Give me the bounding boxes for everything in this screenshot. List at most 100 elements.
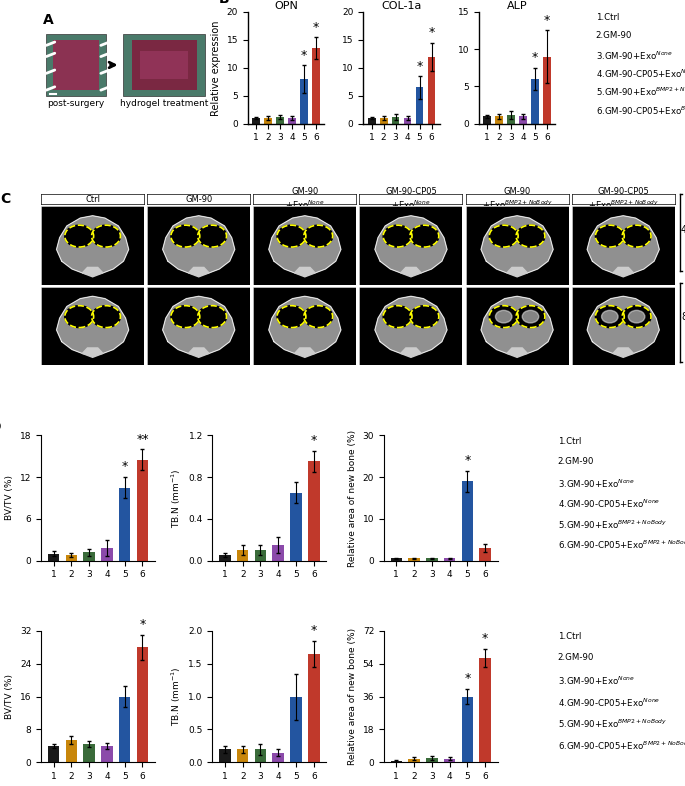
Bar	[507, 115, 515, 123]
Text: B: B	[219, 0, 229, 6]
Bar	[390, 761, 402, 762]
Bar	[48, 746, 60, 762]
Bar	[137, 460, 148, 560]
Text: D: D	[0, 421, 1, 435]
Text: 6.GM-90-CP05+Exo$^{BMP2+NoBody}$: 6.GM-90-CP05+Exo$^{BMP2+NoBody}$	[596, 105, 685, 116]
Text: 2.GM-90: 2.GM-90	[558, 653, 594, 663]
Text: *: *	[464, 454, 471, 467]
Text: 4.GM-90-CP05+Exo$^{None}$: 4.GM-90-CP05+Exo$^{None}$	[558, 696, 660, 709]
FancyBboxPatch shape	[132, 40, 197, 90]
Text: 5.GM-90+Exo$^{BMP2+NoBody}$: 5.GM-90+Exo$^{BMP2+NoBody}$	[596, 86, 685, 98]
Text: 4.GM-90-CP05+Exo$^{None}$: 4.GM-90-CP05+Exo$^{None}$	[558, 498, 660, 510]
Bar	[237, 550, 249, 560]
Text: *: *	[532, 51, 538, 64]
Circle shape	[304, 225, 333, 247]
Polygon shape	[507, 348, 527, 358]
Text: hydrogel treatment: hydrogel treatment	[120, 99, 208, 108]
Bar	[427, 57, 436, 123]
Polygon shape	[587, 215, 659, 275]
Text: 1.Ctrl: 1.Ctrl	[558, 632, 581, 641]
Bar	[308, 461, 320, 560]
Bar	[101, 548, 112, 560]
Polygon shape	[82, 267, 103, 277]
Text: GM-90: GM-90	[185, 195, 212, 204]
Text: 3.GM-90+Exo$^{None}$: 3.GM-90+Exo$^{None}$	[596, 50, 673, 62]
Bar	[479, 658, 491, 762]
Circle shape	[489, 225, 518, 247]
Text: GM-90
+Exo$^{None}$: GM-90 +Exo$^{None}$	[285, 187, 325, 211]
Circle shape	[410, 225, 439, 247]
Bar	[252, 118, 260, 123]
Polygon shape	[269, 296, 341, 356]
Circle shape	[495, 310, 512, 323]
Text: 5.GM-90+Exo$^{BMP2+NoBody}$: 5.GM-90+Exo$^{BMP2+NoBody}$	[558, 718, 667, 730]
Text: 4w: 4w	[681, 225, 685, 235]
Bar	[408, 758, 420, 762]
Bar	[444, 558, 456, 560]
Polygon shape	[295, 348, 315, 358]
Circle shape	[198, 225, 227, 247]
Bar	[273, 545, 284, 560]
Bar	[101, 746, 112, 762]
Circle shape	[595, 225, 624, 247]
Y-axis label: TB.N (mm$^{-1}$): TB.N (mm$^{-1}$)	[169, 468, 183, 527]
Polygon shape	[587, 296, 659, 356]
Circle shape	[65, 306, 94, 328]
Text: GM-90-CP05
+Exo$^{BMP2+NoBody}$: GM-90-CP05 +Exo$^{BMP2+NoBody}$	[588, 187, 659, 211]
Y-axis label: Relative expression: Relative expression	[211, 20, 221, 116]
Bar	[408, 558, 420, 560]
Bar	[300, 79, 308, 123]
Polygon shape	[507, 267, 527, 277]
FancyBboxPatch shape	[53, 40, 99, 90]
Bar	[368, 118, 375, 123]
Bar	[255, 749, 266, 762]
Bar	[276, 117, 284, 123]
Text: A: A	[42, 13, 53, 27]
Bar	[219, 749, 231, 762]
Y-axis label: Relative area of new bone (%): Relative area of new bone (%)	[348, 628, 357, 765]
Text: *: *	[311, 434, 317, 447]
Bar	[426, 758, 438, 762]
Text: *: *	[544, 14, 550, 27]
Bar	[119, 696, 130, 762]
Bar	[479, 548, 491, 560]
Bar	[308, 654, 320, 762]
Text: post-surgery: post-surgery	[47, 99, 105, 108]
Text: *: *	[482, 632, 488, 645]
Text: 1.Ctrl: 1.Ctrl	[596, 13, 619, 22]
Circle shape	[198, 306, 227, 328]
Circle shape	[171, 306, 200, 328]
Text: *: *	[428, 26, 435, 39]
Text: *: *	[121, 461, 128, 473]
Polygon shape	[269, 215, 341, 275]
Bar	[84, 744, 95, 762]
Bar	[84, 552, 95, 560]
Bar	[237, 749, 249, 762]
Polygon shape	[613, 348, 634, 358]
Bar	[462, 696, 473, 762]
Circle shape	[595, 306, 624, 328]
Polygon shape	[613, 267, 634, 277]
Text: *: *	[139, 618, 145, 631]
Bar	[137, 647, 148, 762]
Polygon shape	[162, 296, 235, 356]
Bar	[273, 752, 284, 762]
Title: ALP: ALP	[507, 1, 527, 11]
Text: 2.GM-90: 2.GM-90	[558, 457, 594, 466]
Text: GM-90-CP05
+Exo$^{None}$: GM-90-CP05 +Exo$^{None}$	[385, 187, 437, 211]
Bar	[48, 553, 60, 560]
Text: 6.GM-90-CP05+Exo$^{BMP2+NoBody}$: 6.GM-90-CP05+Exo$^{BMP2+NoBody}$	[558, 740, 685, 751]
Text: 4.GM-90-CP05+Exo$^{None}$: 4.GM-90-CP05+Exo$^{None}$	[596, 68, 685, 80]
Text: 8w: 8w	[681, 312, 685, 322]
Bar	[219, 555, 231, 560]
Text: 6.GM-90-CP05+Exo$^{BMP2+NoBody}$: 6.GM-90-CP05+Exo$^{BMP2+NoBody}$	[558, 538, 685, 551]
Polygon shape	[188, 348, 209, 358]
Text: GM-90
+Exo$^{BMP2+NoBody}$: GM-90 +Exo$^{BMP2+NoBody}$	[482, 187, 553, 211]
Polygon shape	[401, 267, 421, 277]
Polygon shape	[57, 296, 129, 356]
Circle shape	[277, 306, 306, 328]
Bar	[483, 116, 491, 123]
Bar	[543, 57, 551, 123]
Circle shape	[277, 225, 306, 247]
Y-axis label: BV/TV (%): BV/TV (%)	[5, 476, 14, 520]
